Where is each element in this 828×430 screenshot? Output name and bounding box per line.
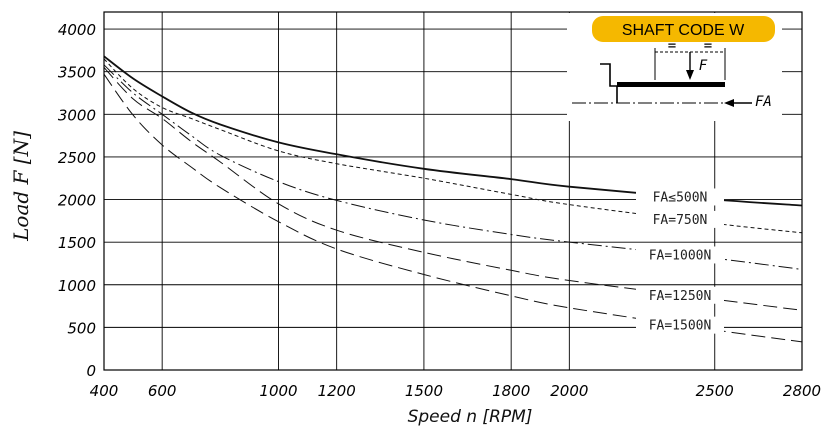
x-tick-1800: 1800 xyxy=(492,382,530,400)
shaft-inset: SHAFT CODE W = = F FA xyxy=(567,13,782,121)
plot-frame xyxy=(103,11,803,371)
inset-title-badge xyxy=(592,16,775,42)
y-tick-labels: 0 500 1000 1500 2000 2500 3000 3500 4000 xyxy=(58,21,96,380)
axial-arrow-head xyxy=(724,99,734,107)
curve-label-bg-fa-1250n xyxy=(636,286,724,304)
shaft-drawing xyxy=(572,48,752,107)
curve-fa-500n xyxy=(103,55,803,207)
x-axis-label: Speed n [RPM] xyxy=(408,407,533,427)
x-tick-2800: 2800 xyxy=(783,382,821,400)
inset-axial-label: FA xyxy=(755,94,772,110)
curve-label-bg-fa-1500n xyxy=(636,316,724,334)
y-tick-2000: 2000 xyxy=(58,192,96,210)
curve-labels: FA≤500N FA=750N FA=1000N FA=1250N FA=1500N xyxy=(636,188,724,334)
y-tick-3500: 3500 xyxy=(58,64,96,82)
x-tick-600: 600 xyxy=(148,382,177,400)
curve-label-fa-1000n: FA=1000N xyxy=(649,248,712,263)
y-tick-4000: 4000 xyxy=(58,21,96,39)
x-tick-labels: 400 600 1000 1200 1500 1800 2000 2500 2800 xyxy=(90,382,821,400)
curve-fa-1000n xyxy=(103,64,803,270)
curve-label-bg-fa-1000n xyxy=(636,246,724,264)
force-arrow-head xyxy=(686,70,694,80)
curves xyxy=(103,55,803,343)
y-tick-0: 0 xyxy=(86,362,96,380)
y-axis-label: Load F [N] xyxy=(9,131,33,242)
curve-label-fa-750n: FA=750N xyxy=(653,213,708,228)
x-tick-400: 400 xyxy=(90,382,119,400)
curve-label-fa-1250n: FA=1250N xyxy=(649,289,712,304)
curve-fa-750n xyxy=(103,58,803,234)
curve-label-bg-fa-750n xyxy=(636,210,724,228)
curve-label-bg-fa-500n xyxy=(636,188,724,206)
inset-equal-right: = xyxy=(704,38,712,54)
curve-label-fa-1500n: FA=1500N xyxy=(649,319,712,334)
x-tick-2000: 2000 xyxy=(550,382,588,400)
shaft-step xyxy=(600,63,618,103)
y-tick-500: 500 xyxy=(67,319,96,337)
y-tick-1500: 1500 xyxy=(58,234,96,252)
shaft-body xyxy=(617,82,725,87)
curve-fa-1500n xyxy=(103,73,803,343)
inset-title: SHAFT CODE W xyxy=(622,22,745,39)
curve-label-fa-500n: FA≤500N xyxy=(653,190,708,205)
x-tick-1500: 1500 xyxy=(405,382,443,400)
curve-fa-1250n xyxy=(103,67,803,311)
x-tick-1200: 1200 xyxy=(318,382,356,400)
inset-equal-left: = xyxy=(668,38,676,54)
y-tick-2500: 2500 xyxy=(58,149,96,167)
inset-force-label: F xyxy=(699,58,708,74)
x-tick-1000: 1000 xyxy=(259,382,297,400)
y-tick-1000: 1000 xyxy=(58,277,96,295)
y-tick-3000: 3000 xyxy=(58,106,96,124)
x-tick-2500: 2500 xyxy=(696,382,734,400)
